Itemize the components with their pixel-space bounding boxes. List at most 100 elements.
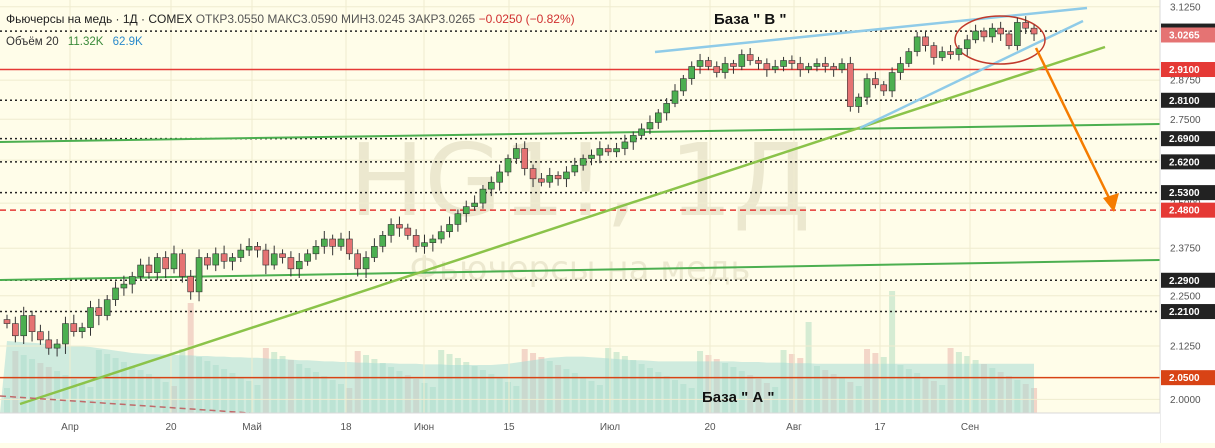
candle-body [988,27,996,38]
change-value: −0.0250 (−0.82%) [478,12,575,26]
forecast-arrow-shaft [1034,47,1114,205]
time-tick-label: 17 [874,422,886,433]
level-tag [1161,202,1215,218]
time-tick-label: Сен [961,422,979,433]
price-tick-label: 2.0000 [1170,395,1201,406]
candle-body [162,257,169,270]
candle-body [12,323,19,337]
level-tag-label: 2.8100 [1169,96,1200,107]
candle-body [863,78,871,98]
candle-body [730,63,737,67]
candle-body [922,36,929,46]
candle-body [412,235,420,247]
level-tag [1161,272,1215,288]
candle-body [671,90,679,104]
candle-body [588,154,595,159]
candle-body [103,299,111,316]
candle-body [705,60,712,67]
price-tick-label: 2.7500 [1170,115,1201,126]
level-tag [1161,62,1215,78]
time-tick-label: Авг [786,422,802,433]
candle-body [955,48,963,55]
candle-body [295,260,303,270]
candle-body [621,141,629,149]
candle-body [404,227,412,236]
candle-body [87,307,94,328]
level-tag [1161,370,1215,386]
candle-body [237,249,245,258]
candle-body [3,319,11,324]
candle-body [287,257,295,270]
candle-body [997,27,1004,35]
price-tick-label: 3.1250 [1170,2,1201,13]
candle-body [571,164,579,173]
levels-layer [0,30,1160,379]
level-tag [1161,185,1215,201]
candle-body [897,63,904,73]
candle-body [45,339,53,349]
candle-body [963,39,971,49]
candle-body [504,158,512,173]
time-tick-label: 18 [340,422,352,433]
forecast-arrow-head [1103,193,1119,212]
candle-body [1014,22,1021,46]
candle-body [796,63,804,70]
candle-body [771,66,779,70]
candle-body [713,66,721,73]
candle-body [462,206,470,215]
volume-bar [1031,388,1038,413]
candle-body [279,253,286,258]
candle-body [980,30,988,38]
candle-body [680,78,687,92]
candle-body [930,45,938,58]
candle-body [212,253,220,266]
support-line-blue [859,19,1084,130]
candle-body [70,323,78,332]
candle-body [880,84,888,92]
volume-label[interactable]: Объём 20 [6,36,59,48]
volume-header: Объём 20 11.32K 62.9K [6,36,143,48]
candle-body [604,148,612,153]
candle-body [755,60,762,64]
candle-body [179,253,186,277]
candle-body [529,168,537,180]
candle-body [145,264,153,273]
level-tag-label: 2.6900 [1169,134,1200,145]
candle-body [938,51,946,58]
candle-body [37,331,44,341]
candle-body [187,276,194,293]
candle-body [496,171,503,183]
annotation-base-a: База " А " [702,389,774,406]
current-price-tag [1161,27,1215,43]
level-tag-label: 2.2900 [1169,276,1200,287]
candle-body [487,181,495,190]
candle-body [262,249,270,266]
candle-body [245,246,253,251]
candle-body [479,188,487,204]
candle-body [821,63,829,67]
candle-body [763,63,771,70]
channel-line-upper [0,123,1161,143]
candle-body [654,112,662,123]
candle-body [554,175,562,180]
candle-body [128,276,136,285]
candle-body [337,238,345,247]
candle-body [746,54,754,61]
candle-body [137,264,144,277]
watermark: HG1!, 1Д Фьючерсы на медь [349,122,811,289]
candle-body [78,327,86,332]
watermark-symbol: HG1!, 1Д [349,122,811,239]
candle-body [20,315,28,337]
candle-body [362,257,370,270]
resistance-line-blue [654,6,1088,54]
price-tick-label: 2.2500 [1170,291,1201,302]
candle-body [371,246,378,258]
ohlc-values: ОТКР3.0550 МАКС3.0590 МИН3.0245 ЗАКР3.02… [195,12,476,26]
candle-body [663,103,670,114]
candle-body [629,135,637,143]
candle-body [646,122,654,130]
time-tick-label: 15 [503,422,515,433]
symbol-title[interactable]: Фьючерсы на медь · 1Д · COMEX [6,12,193,26]
